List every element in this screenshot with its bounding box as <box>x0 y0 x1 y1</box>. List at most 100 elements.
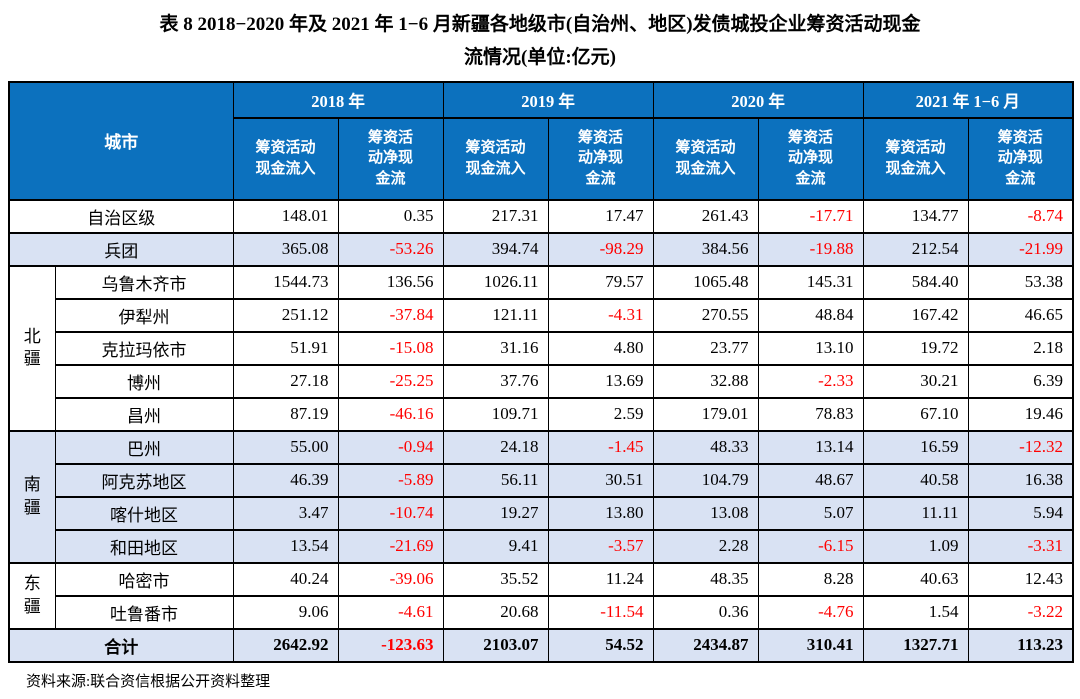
value-cell: 1.09 <box>862 528 969 564</box>
value-cell: 13.54 <box>232 528 339 564</box>
city-cell: 巴州 <box>54 429 234 465</box>
value-cell: 37.76 <box>442 363 549 399</box>
value-cell: -39.06 <box>337 561 444 597</box>
year-header-2019: 2019 年 <box>442 80 654 119</box>
value-cell: 261.43 <box>652 198 759 234</box>
table-row: 东疆哈密市 40.24 -39.06 35.52 11.24 48.35 8.28 40.63… <box>8 561 1074 630</box>
value-cell: 3.47 <box>232 495 339 531</box>
city-cell: 合计 <box>8 627 234 663</box>
value-cell: 27.18 <box>232 363 339 399</box>
value-cell: -46.16 <box>337 396 444 432</box>
region-cell: 东疆 <box>8 561 56 630</box>
city-cell: 阿克苏地区 <box>54 462 234 498</box>
city-cell: 吐鲁番市 <box>54 594 234 630</box>
value-cell: 24.18 <box>442 429 549 465</box>
subheader-2021h1-inflow: 筹资活动 现金流入 <box>862 116 969 201</box>
table-title-line-2: 流情况(单位:亿元) <box>464 47 616 69</box>
value-cell: 1065.48 <box>652 264 759 300</box>
city-cell: 昌州 <box>54 396 234 432</box>
value-cell: 6.39 <box>967 363 1074 399</box>
value-cell: 16.59 <box>862 429 969 465</box>
value-cell: -17.71 <box>757 198 864 234</box>
value-cell: 104.79 <box>652 462 759 498</box>
value-cell: -11.54 <box>547 594 654 630</box>
value-cell: 30.51 <box>547 462 654 498</box>
value-cell: -4.61 <box>337 594 444 630</box>
value-cell: 48.84 <box>757 297 864 333</box>
value-cell: 9.06 <box>232 594 339 630</box>
value-cell: -6.15 <box>757 528 864 564</box>
value-cell: 2642.92 <box>232 627 339 663</box>
value-cell: 148.01 <box>232 198 339 234</box>
table-row: 阿克苏地区 46.39 -5.89 56.11 30.51 104.79 48.67 40.5… <box>9 462 1074 498</box>
subheader-2020-net: 筹资活 动净现 金流 <box>757 116 864 201</box>
value-cell: -12.32 <box>967 429 1074 465</box>
city-cell: 自治区级 <box>8 198 234 234</box>
table-row: 合计 2642.92 -123.63 2103.07 54.52 2434.87 310.4… <box>8 627 1074 663</box>
region-cell: 南疆 <box>8 429 56 564</box>
value-cell: 167.42 <box>862 297 969 333</box>
value-cell: 67.10 <box>862 396 969 432</box>
value-cell: 2.59 <box>547 396 654 432</box>
value-cell: -2.33 <box>757 363 864 399</box>
value-cell: 2103.07 <box>442 627 549 663</box>
value-cell: 32.88 <box>652 363 759 399</box>
value-cell: 17.47 <box>547 198 654 234</box>
value-cell: 19.46 <box>967 396 1074 432</box>
value-cell: 46.65 <box>967 297 1074 333</box>
value-cell: -0.94 <box>337 429 444 465</box>
table-row: 喀什地区 3.47 -10.74 19.27 13.80 13.08 5.07 11.11 5.… <box>9 495 1074 531</box>
table-row: 吐鲁番市 9.06 -4.61 20.68 -11.54 0.36 -4.76 1.54 -3.… <box>9 594 1074 630</box>
value-cell: 136.56 <box>337 264 444 300</box>
value-cell: -25.25 <box>337 363 444 399</box>
year-header-2021h1: 2021 年 1−6 月 <box>862 80 1074 119</box>
value-cell: 78.83 <box>757 396 864 432</box>
value-cell: 8.28 <box>757 561 864 597</box>
value-cell: 40.24 <box>232 561 339 597</box>
value-cell: 365.08 <box>232 231 339 267</box>
value-cell: 56.11 <box>442 462 549 498</box>
value-cell: 2.18 <box>967 330 1074 366</box>
value-cell: 0.36 <box>652 594 759 630</box>
table-row: 自治区级 148.01 0.35 217.31 17.47 261.43 -17.71 134… <box>8 198 1074 234</box>
value-cell: 51.91 <box>232 330 339 366</box>
value-cell: 2434.87 <box>652 627 759 663</box>
value-cell: 13.69 <box>547 363 654 399</box>
city-cell: 喀什地区 <box>54 495 234 531</box>
table-row: 伊犁州 251.12 -37.84 121.11 -4.31 270.55 48.84 167… <box>9 297 1074 333</box>
subheader-2019-net: 筹资活 动净现 金流 <box>547 116 654 201</box>
value-cell: 4.80 <box>547 330 654 366</box>
city-column-header: 城市 <box>8 80 234 201</box>
table-header: 城市 2018 年 2019 年 2020 年 2021 年 1−6 月 筹资活… <box>8 80 1074 201</box>
value-cell: 113.23 <box>967 627 1074 663</box>
value-cell: -3.57 <box>547 528 654 564</box>
subheader-2020-inflow: 筹资活动 现金流入 <box>652 116 759 201</box>
value-cell: 270.55 <box>652 297 759 333</box>
table-row: 克拉玛依市 51.91 -15.08 31.16 4.80 23.77 13.10 19.72… <box>9 330 1074 366</box>
table-row: 兵团 365.08 -53.26 394.74 -98.29 384.56 -19.88 21… <box>8 231 1074 267</box>
value-cell: 2.28 <box>652 528 759 564</box>
city-cell: 博州 <box>54 363 234 399</box>
value-cell: 48.33 <box>652 429 759 465</box>
value-cell: 20.68 <box>442 594 549 630</box>
value-cell: 13.80 <box>547 495 654 531</box>
table-row: 北疆乌鲁木齐市 1544.73 136.56 1026.11 79.57 1065.48 1… <box>8 264 1074 432</box>
value-cell: 13.14 <box>757 429 864 465</box>
source-note: 资料来源:联合资信根据公开资料整理 <box>26 673 271 690</box>
financing-cashflow-table: 城市 2018 年 2019 年 2020 年 2021 年 1−6 月 筹资活… <box>8 80 1074 663</box>
value-cell: 1327.71 <box>862 627 969 663</box>
value-cell: 584.40 <box>862 264 969 300</box>
value-cell: 55.00 <box>232 429 339 465</box>
value-cell: -10.74 <box>337 495 444 531</box>
subheader-2018-net: 筹资活 动净现 金流 <box>337 116 444 201</box>
city-cell: 伊犁州 <box>54 297 234 333</box>
value-cell: 121.11 <box>442 297 549 333</box>
value-cell: 1544.73 <box>232 264 339 300</box>
year-header-2020: 2020 年 <box>652 80 864 119</box>
table-title: 表 8 2018−2020 年及 2021 年 1−6 月新疆各地级市(自治州、… <box>8 8 1072 75</box>
value-cell: -19.88 <box>757 231 864 267</box>
value-cell: -5.89 <box>337 462 444 498</box>
table-row: 昌州 87.19 -46.16 109.71 2.59 179.01 78.83 67.10 1… <box>9 396 1074 432</box>
region-cell: 北疆 <box>8 264 56 432</box>
value-cell: 1.54 <box>862 594 969 630</box>
